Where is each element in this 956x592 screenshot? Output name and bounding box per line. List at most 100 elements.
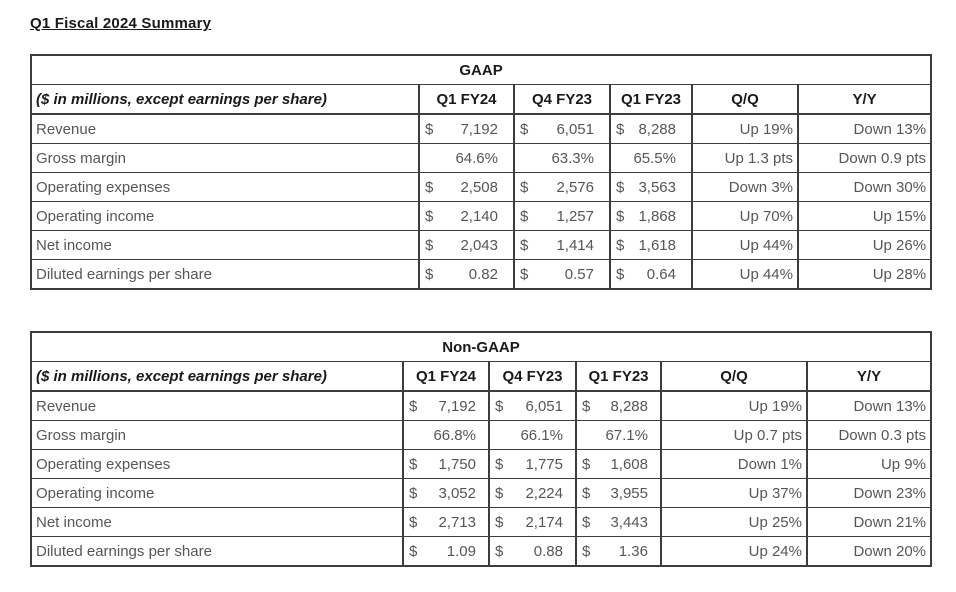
- cell-yy-change: Down 0.9 pts: [796, 143, 933, 173]
- non-gaap-col-q4fy23: Q4 FY23: [488, 361, 577, 392]
- cell-yy-change: Up 26%: [796, 230, 933, 260]
- gaap-units-note: ($ in millions, except earnings per shar…: [30, 84, 420, 115]
- cell-qq-change: Up 44%: [691, 259, 799, 290]
- currency-symbol: $: [425, 120, 434, 138]
- non-gaap-col-q1fy24: Q1 FY24: [402, 361, 490, 392]
- gaap-group-header: GAAP: [29, 54, 933, 85]
- cell-q1fy24: $0.82: [418, 259, 515, 290]
- gaap-col-yy: Y/Y: [796, 84, 933, 115]
- cell-value: 0.57: [564, 265, 594, 283]
- cell-yy-change: Down 30%: [796, 172, 933, 202]
- page-title: Q1 Fiscal 2024 Summary: [30, 15, 212, 32]
- cell-qq-change: Up 0.7 pts: [660, 420, 808, 450]
- currency-symbol: $: [409, 513, 418, 531]
- cell-value: 1.36: [618, 542, 648, 560]
- cell-q4fy23: $1,775: [488, 449, 577, 479]
- gaap-col-q4fy23: Q4 FY23: [513, 84, 611, 115]
- cell-yy-change: Down 21%: [806, 507, 932, 537]
- gaap-col-qq: Q/Q: [691, 84, 799, 115]
- cell-q1fy23: $1,608: [575, 449, 662, 479]
- cell-q4fy23: $2,224: [488, 478, 577, 508]
- gaap-group-header-row: GAAP: [29, 54, 933, 85]
- cell-value: 0.88: [533, 542, 563, 560]
- currency-symbol: $: [582, 484, 591, 502]
- cell-value: 3,955: [610, 484, 648, 502]
- row-label: Gross margin: [30, 420, 404, 450]
- cell-qq-change: Down 1%: [660, 449, 808, 479]
- cell-q4fy23: $0.88: [488, 536, 577, 567]
- cell-q1fy23: $8,288: [575, 390, 662, 421]
- cell-value: 65.5%: [633, 149, 676, 167]
- cell-q1fy24: $7,192: [402, 390, 490, 421]
- currency-symbol: $: [616, 120, 625, 138]
- cell-value: 2,043: [460, 236, 498, 254]
- cell-qq-change: Up 19%: [660, 390, 808, 421]
- cell-value: 2,713: [438, 513, 476, 531]
- cell-q1fy23: $8,288: [609, 113, 693, 144]
- currency-symbol: $: [409, 397, 418, 415]
- currency-symbol: $: [616, 236, 625, 254]
- cell-q4fy23: $6,051: [513, 113, 611, 144]
- cell-value: 8,288: [610, 397, 648, 415]
- currency-symbol: $: [520, 236, 529, 254]
- currency-symbol: $: [425, 207, 434, 225]
- cell-yy-change: Down 0.3 pts: [806, 420, 932, 450]
- row-label: Net income: [30, 507, 404, 537]
- cell-value: 1,608: [610, 455, 648, 473]
- cell-value: 2,224: [525, 484, 563, 502]
- currency-symbol: $: [409, 455, 418, 473]
- table-row-diluted-eps: Diluted earnings per share $0.82 $0.57 $…: [30, 259, 933, 290]
- row-label: Diluted earnings per share: [30, 536, 404, 567]
- currency-symbol: $: [425, 178, 434, 196]
- cell-value: 1,868: [638, 207, 676, 225]
- non-gaap-col-yy: Y/Y: [806, 361, 932, 392]
- cell-value: 6,051: [525, 397, 563, 415]
- currency-symbol: $: [520, 178, 529, 196]
- table-row-net-income: Net income $2,713 $2,174 $3,443 Up 25% D…: [30, 507, 932, 537]
- cell-q1fy23: $3,443: [575, 507, 662, 537]
- non-gaap-group-header-row: Non-GAAP: [30, 331, 932, 362]
- non-gaap-column-header-row: ($ in millions, except earnings per shar…: [30, 361, 932, 392]
- cell-qq-change: Up 24%: [660, 536, 808, 567]
- cell-q4fy23: 63.3%: [513, 143, 611, 173]
- cell-value: 1,618: [638, 236, 676, 254]
- cell-q4fy23: $2,174: [488, 507, 577, 537]
- currency-symbol: $: [425, 236, 434, 254]
- currency-symbol: $: [495, 513, 504, 531]
- cell-value: 66.1%: [520, 426, 563, 444]
- cell-yy-change: Down 13%: [806, 390, 932, 421]
- currency-symbol: $: [582, 397, 591, 415]
- cell-value: 2,140: [460, 207, 498, 225]
- cell-value: 64.6%: [455, 149, 498, 167]
- cell-q1fy24: 66.8%: [402, 420, 490, 450]
- cell-q1fy23: $0.64: [609, 259, 693, 290]
- cell-value: 0.82: [468, 265, 498, 283]
- cell-q1fy23: 67.1%: [575, 420, 662, 450]
- currency-symbol: $: [520, 120, 529, 138]
- table-row-operating-income: Operating income $3,052 $2,224 $3,955 Up…: [30, 478, 932, 508]
- cell-yy-change: Down 13%: [796, 113, 933, 144]
- row-label: Net income: [30, 230, 420, 260]
- gaap-col-q1fy23: Q1 FY23: [609, 84, 693, 115]
- table-row-operating-expenses: Operating expenses $2,508 $2,576 $3,563 …: [30, 172, 933, 202]
- cell-yy-change: Up 28%: [796, 259, 933, 290]
- non-gaap-units-note: ($ in millions, except earnings per shar…: [30, 361, 404, 392]
- cell-q1fy23: $1,868: [609, 201, 693, 231]
- table-row-revenue: Revenue $7,192 $6,051 $8,288 Up 19% Down…: [30, 390, 932, 421]
- cell-q1fy24: $2,140: [418, 201, 515, 231]
- cell-value: 3,563: [638, 178, 676, 196]
- cell-q4fy23: $1,414: [513, 230, 611, 260]
- cell-qq-change: Up 1.3 pts: [691, 143, 799, 173]
- row-label: Revenue: [30, 113, 420, 144]
- cell-value: 2,576: [556, 178, 594, 196]
- currency-symbol: $: [495, 397, 504, 415]
- cell-value: 1,414: [556, 236, 594, 254]
- cell-yy-change: Down 20%: [806, 536, 932, 567]
- currency-symbol: $: [582, 455, 591, 473]
- currency-symbol: $: [409, 484, 418, 502]
- cell-value: 67.1%: [605, 426, 648, 444]
- row-label: Revenue: [30, 390, 404, 421]
- table-row-gross-margin: Gross margin 66.8% 66.1% 67.1% Up 0.7 pt…: [30, 420, 932, 450]
- currency-symbol: $: [495, 484, 504, 502]
